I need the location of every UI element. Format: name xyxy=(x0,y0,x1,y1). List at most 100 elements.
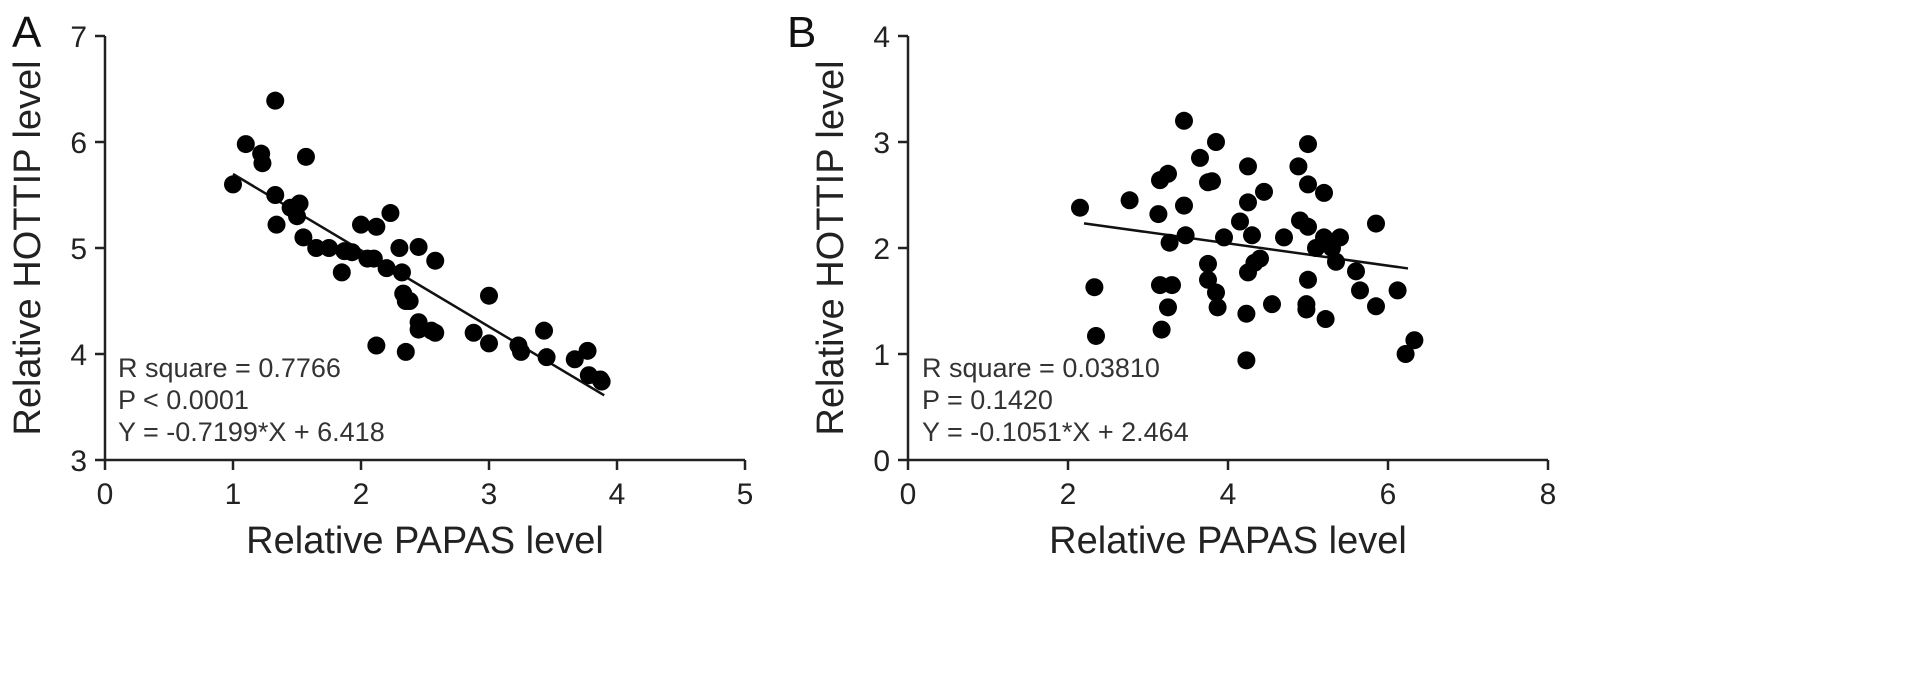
data-point xyxy=(1159,164,1177,183)
data-point xyxy=(1347,262,1365,281)
data-point xyxy=(537,348,556,367)
data-point xyxy=(1367,214,1385,233)
data-point xyxy=(1299,135,1317,154)
data-point xyxy=(266,91,285,110)
data-point xyxy=(392,263,411,282)
data-point xyxy=(535,321,554,340)
data-point xyxy=(396,342,415,361)
data-point xyxy=(1191,148,1209,167)
stat-annotation: Y = -0.7199*X + 6.418 xyxy=(118,417,385,447)
data-point xyxy=(1405,331,1424,350)
y-axis-title: Relative HOTTIP level xyxy=(7,60,49,435)
data-point xyxy=(364,249,383,268)
panel-b: B 0 2 4 6 8 0 1 2 3 4 Relative PAPAS level Relative … xyxy=(787,8,1556,562)
x-tick-label: 2 xyxy=(1060,478,1077,511)
y-tick-label: 1 xyxy=(873,339,890,372)
x-tick-label: 1 xyxy=(225,478,242,511)
data-point xyxy=(1159,298,1177,317)
data-point xyxy=(426,251,445,270)
stat-annotation: P = 0.1420 xyxy=(922,385,1053,415)
data-point xyxy=(267,215,286,234)
data-point xyxy=(1176,226,1195,245)
y-tick-label: 5 xyxy=(70,233,87,266)
data-point xyxy=(1149,205,1168,224)
y-tick-label: 3 xyxy=(70,445,87,478)
data-point xyxy=(1275,228,1293,247)
data-point xyxy=(1255,182,1273,201)
panel-letter: A xyxy=(12,8,42,57)
data-point xyxy=(464,323,483,342)
data-point xyxy=(1085,278,1104,297)
data-point xyxy=(1207,133,1225,151)
data-point xyxy=(1251,249,1269,268)
data-point xyxy=(565,350,584,369)
data-point xyxy=(1239,193,1257,212)
data-point xyxy=(343,243,362,262)
data-point xyxy=(409,237,428,256)
stat-annotation: R square = 0.03810 xyxy=(922,353,1160,383)
data-point xyxy=(1175,196,1193,215)
y-tick-label: 0 xyxy=(873,445,890,478)
data-point xyxy=(1175,111,1193,130)
data-point xyxy=(1208,298,1227,317)
data-point xyxy=(1160,233,1179,252)
data-point xyxy=(1163,276,1181,295)
data-point xyxy=(367,336,386,355)
x-tick-label: 6 xyxy=(1380,478,1397,511)
data-point xyxy=(1239,157,1257,176)
data-point xyxy=(578,341,597,360)
data-point xyxy=(1299,270,1317,289)
y-tick-label: 7 xyxy=(70,21,87,54)
data-point xyxy=(253,154,272,173)
data-point xyxy=(320,239,338,257)
data-point xyxy=(390,239,409,257)
data-point xyxy=(1203,172,1221,191)
data-point xyxy=(307,239,326,257)
data-point xyxy=(1315,183,1333,202)
data-point xyxy=(426,323,445,342)
data-point xyxy=(592,372,611,391)
data-point xyxy=(224,175,242,194)
stat-annotation: Y = -0.1051*X + 2.464 xyxy=(922,417,1189,447)
data-point xyxy=(294,228,313,247)
data-point xyxy=(377,259,396,278)
y-tick-label: 4 xyxy=(873,21,890,54)
data-point xyxy=(266,186,285,204)
stat-annotation: P < 0.0001 xyxy=(118,385,249,415)
data-point xyxy=(296,147,315,166)
y-tick-label: 2 xyxy=(873,233,890,266)
data-point xyxy=(512,342,530,361)
data-point xyxy=(1367,297,1385,316)
data-point xyxy=(1071,198,1089,217)
x-tick-label: 0 xyxy=(900,478,917,511)
x-tick-label: 8 xyxy=(1540,478,1557,511)
data-point xyxy=(290,194,309,213)
x-tick-label: 3 xyxy=(481,478,498,511)
data-point xyxy=(1152,320,1171,339)
data-point xyxy=(1237,304,1256,323)
data-point xyxy=(236,135,255,154)
data-point xyxy=(1297,300,1316,319)
data-point xyxy=(352,215,370,234)
data-point xyxy=(400,292,419,310)
data-point xyxy=(1289,157,1308,176)
data-point xyxy=(1388,281,1407,300)
data-point xyxy=(1120,191,1139,210)
data-point xyxy=(1207,283,1225,302)
panel-letter: B xyxy=(787,8,816,57)
data-point xyxy=(1087,326,1105,345)
y-axis-title: Relative HOTTIP level xyxy=(810,60,852,435)
y-tick-label: 4 xyxy=(70,339,87,372)
data-point xyxy=(1243,226,1261,245)
data-point xyxy=(1299,175,1317,194)
x-tick-label: 5 xyxy=(737,478,754,511)
data-point xyxy=(1327,252,1345,271)
data-point xyxy=(1237,351,1256,370)
x-tick-label: 0 xyxy=(97,478,114,511)
y-tick-label: 3 xyxy=(873,127,890,160)
data-point xyxy=(1215,228,1233,247)
y-tick-label: 6 xyxy=(70,127,87,160)
stat-annotation: R square = 0.7766 xyxy=(118,353,341,383)
data-point xyxy=(480,334,498,353)
